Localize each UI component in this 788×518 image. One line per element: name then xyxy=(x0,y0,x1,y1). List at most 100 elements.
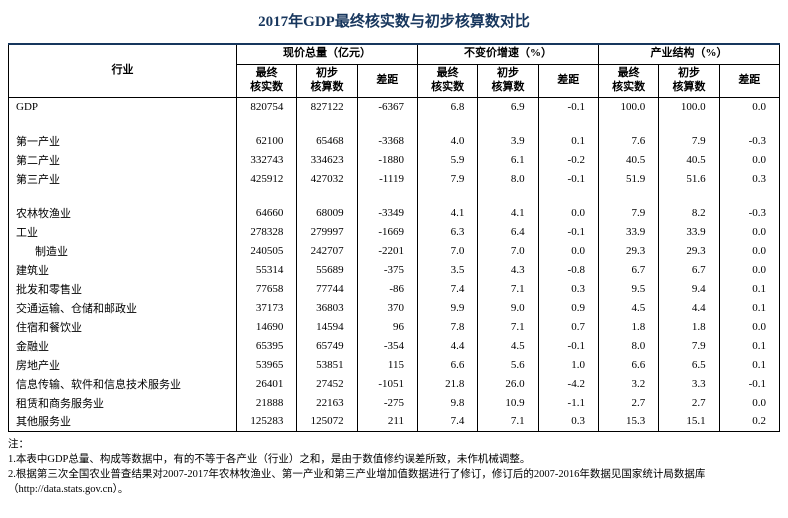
value-cell: 55314 xyxy=(235,260,298,279)
value-cell: 0.1 xyxy=(537,131,599,150)
value-cell: -1119 xyxy=(356,169,418,188)
group-header-row: 行业 现价总量（亿元） 不变价增速（%） 产业结构（%） xyxy=(8,43,781,98)
industry-cell: 交通运输、仓储和邮政业 xyxy=(8,298,237,317)
table-header: 行业 现价总量（亿元） 不变价增速（%） 产业结构（%） 最终 核实数 初步 核算… xyxy=(8,43,781,98)
value-cell: 242707 xyxy=(296,241,358,260)
value-cell: 3.9 xyxy=(477,131,539,150)
value-cell: 0.1 xyxy=(718,336,781,355)
table-row: 制造业 240505 242707 -2201 7.0 7.0 0.0 29.3 29.3 0.0 xyxy=(8,241,781,260)
value-cell xyxy=(718,188,781,203)
page: 2017年GDP最终核实数与初步核算数对比 行业 现价总量（亿元） 不变价增速（… xyxy=(8,14,781,496)
value-cell: 6.6 xyxy=(597,355,660,374)
value-cell: 2.7 xyxy=(597,393,660,412)
value-cell: 0.0 xyxy=(718,97,781,116)
value-cell: 36803 xyxy=(296,298,358,317)
table-row: 租赁和商务服务业 21888 22163 -275 9.8 10.9 -1.1 2.7 2.7 0… xyxy=(8,393,781,412)
value-cell xyxy=(718,116,781,131)
value-cell: 15.1 xyxy=(658,412,720,431)
industry-cell: 工业 xyxy=(8,222,237,241)
industry-cell: 农林牧渔业 xyxy=(8,203,237,222)
value-cell: 55689 xyxy=(296,260,358,279)
value-cell xyxy=(296,116,358,131)
value-cell: 0.3 xyxy=(718,169,781,188)
value-cell: 22163 xyxy=(296,393,358,412)
value-cell: 1.8 xyxy=(597,317,660,336)
value-cell: 7.0 xyxy=(416,241,479,260)
value-cell: 9.9 xyxy=(416,298,479,317)
value-cell: 7.6 xyxy=(597,131,660,150)
value-cell: -6367 xyxy=(356,97,418,116)
value-cell: -0.8 xyxy=(537,260,599,279)
subheader-preliminary: 初步 核算数 xyxy=(477,63,539,98)
table-row: 农林牧渔业 64660 68009 -3349 4.1 4.1 0.0 7.9 8.2 -0.3 xyxy=(8,203,781,222)
value-cell: -3368 xyxy=(356,131,418,150)
value-cell: -4.2 xyxy=(537,374,599,393)
value-cell xyxy=(658,188,720,203)
value-cell: -375 xyxy=(356,260,418,279)
table-row: 第一产业 62100 65468 -3368 4.0 3.9 0.1 7.6 7.9 -0.3 xyxy=(8,131,781,150)
industry-cell xyxy=(8,116,237,131)
industry-cell: 信息传输、软件和信息技术服务业 xyxy=(8,374,237,393)
value-cell: 0.1 xyxy=(718,279,781,298)
table-body: GDP 820754 827122 -6367 6.8 6.9 -0.1 100.0 100.0… xyxy=(8,97,781,431)
table-row: 其他服务业 125283 125072 211 7.4 7.1 0.3 15.3 15.1 0.2 xyxy=(8,412,781,431)
value-cell xyxy=(477,116,539,131)
value-cell: -0.3 xyxy=(718,131,781,150)
value-cell: 827122 xyxy=(296,97,358,116)
subheader-gap: 差距 xyxy=(718,63,781,98)
value-cell: 14594 xyxy=(296,317,358,336)
value-cell: 3.2 xyxy=(597,374,660,393)
value-cell: 6.4 xyxy=(477,222,539,241)
value-cell: 2.7 xyxy=(658,393,720,412)
value-cell: 820754 xyxy=(235,97,298,116)
value-cell: 425912 xyxy=(235,169,298,188)
value-cell: -0.1 xyxy=(537,336,599,355)
value-cell: 4.3 xyxy=(477,260,539,279)
value-cell: 7.9 xyxy=(658,131,720,150)
table-row: 信息传输、软件和信息技术服务业 26401 27452 -1051 21.8 26.0 -4… xyxy=(8,374,781,393)
value-cell: -1880 xyxy=(356,150,418,169)
spacer-row xyxy=(8,188,781,203)
value-cell xyxy=(296,188,358,203)
value-cell: 53851 xyxy=(296,355,358,374)
value-cell: -1051 xyxy=(356,374,418,393)
value-cell: 125072 xyxy=(296,412,358,431)
industry-cell: 批发和零售业 xyxy=(8,279,237,298)
industry-cell: GDP xyxy=(8,97,237,116)
value-cell: 0.3 xyxy=(537,279,599,298)
industry-cell xyxy=(8,188,237,203)
value-cell xyxy=(537,116,599,131)
subheader-final-verified: 最终 核实数 xyxy=(416,63,479,98)
value-cell: 14690 xyxy=(235,317,298,336)
value-cell: 7.1 xyxy=(477,279,539,298)
value-cell: 65749 xyxy=(296,336,358,355)
value-cell: 4.4 xyxy=(658,298,720,317)
value-cell: 240505 xyxy=(235,241,298,260)
column-header-industry: 行业 xyxy=(8,43,237,98)
value-cell: -275 xyxy=(356,393,418,412)
value-cell: -354 xyxy=(356,336,418,355)
value-cell: 0.0 xyxy=(718,317,781,336)
note-item-2: 2.根据第三次全国农业普查结果对2007-2017年农林牧渔业、第一产业和第三产… xyxy=(8,468,706,496)
value-cell: 9.0 xyxy=(477,298,539,317)
value-cell: 33.9 xyxy=(597,222,660,241)
table-row: 交通运输、仓储和邮政业 37173 36803 370 9.9 9.0 0.9 4.5 4.4 0… xyxy=(8,298,781,317)
sub-header-row: 最终 核实数 初步 核算数 差距 最终 核实数 初步 核算数 差距 最终 核实数 初步 核算数… xyxy=(9,63,781,98)
value-cell: 37173 xyxy=(235,298,298,317)
value-cell: 62100 xyxy=(235,131,298,150)
page-title: 2017年GDP最终核实数与初步核算数对比 xyxy=(258,14,530,30)
value-cell: 33.9 xyxy=(658,222,720,241)
value-cell: 9.4 xyxy=(658,279,720,298)
industry-cell: 房地产业 xyxy=(8,355,237,374)
subheader-preliminary: 初步 核算数 xyxy=(296,63,358,98)
value-cell: 8.2 xyxy=(658,203,720,222)
value-cell: 26401 xyxy=(235,374,298,393)
value-cell: 96 xyxy=(356,317,418,336)
value-cell: 5.9 xyxy=(416,150,479,169)
table-row: GDP 820754 827122 -6367 6.8 6.9 -0.1 100.0 100.0… xyxy=(8,97,781,116)
table-row: 批发和零售业 77658 77744 -86 7.4 7.1 0.3 9.5 9.4 0.1 xyxy=(8,279,781,298)
value-cell: 100.0 xyxy=(658,97,720,116)
subheader-gap: 差距 xyxy=(356,63,418,98)
value-cell: 0.0 xyxy=(718,222,781,241)
value-cell: 21888 xyxy=(235,393,298,412)
